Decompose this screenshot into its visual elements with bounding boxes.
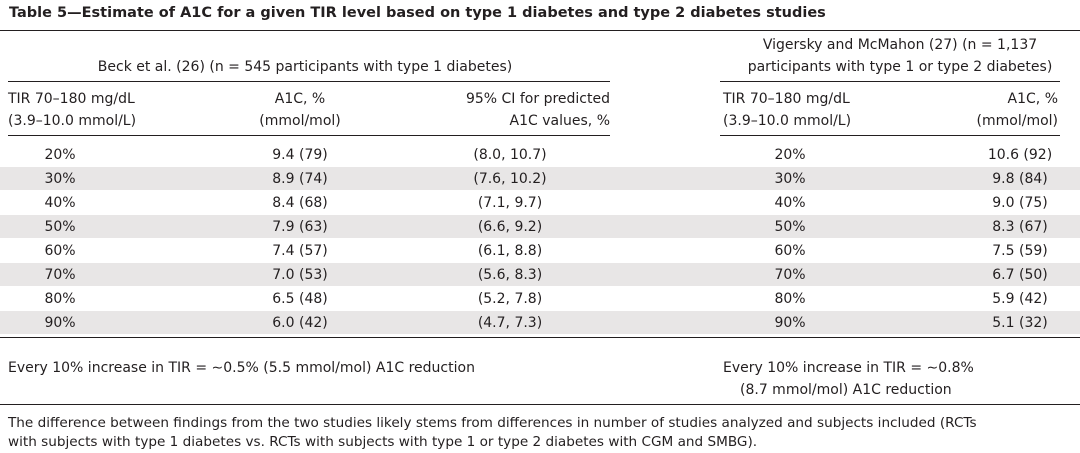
vigersky-tir: 20% (774, 147, 806, 163)
vigersky-a1c: 5.9 (42) (992, 291, 1048, 307)
beck-a1c: 7.0 (53) (272, 267, 328, 283)
vigersky-summary-line2: (8.7 mmol/mol) A1C reduction (740, 382, 952, 398)
row-band-50 (0, 215, 1080, 238)
vigersky-heading-line1: Vigersky and McMahon (27) (n = 1,137 (762, 37, 1038, 53)
beck-a1c: 6.0 (42) (272, 315, 328, 331)
beck-a1c: 6.5 (48) (272, 291, 328, 307)
beck-col-ci-line1: 95% CI for predicted (465, 91, 610, 107)
beck-col-ci-line2: A1C values, % (509, 113, 610, 129)
beck-a1c: 8.4 (68) (272, 195, 328, 211)
beck-ci: (7.6, 10.2) (473, 171, 547, 187)
footnote-line1: The difference between findings from the… (8, 415, 977, 431)
vigersky-summary-line1: Every 10% increase in TIR = ∼0.8% (723, 360, 974, 376)
vigersky-tir: 40% (774, 195, 806, 211)
vigersky-a1c: 9.0 (75) (992, 195, 1048, 211)
vigersky-col-a1c-line2: (mmol/mol) (976, 113, 1058, 129)
beck-a1c: 8.9 (74) (272, 171, 328, 187)
beck-ci: (6.6, 9.2) (477, 219, 543, 235)
vigersky-a1c: 8.3 (67) (992, 219, 1048, 235)
beck-col-tir-line1: TIR 70–180 mg/dL (8, 91, 135, 107)
beck-tir: 30% (44, 171, 76, 187)
beck-ci: (4.7, 7.3) (477, 315, 543, 331)
beck-a1c: 9.4 (79) (272, 147, 328, 163)
beck-tir: 60% (44, 243, 76, 259)
vigersky-tir: 70% (774, 267, 806, 283)
beck-a1c: 7.9 (63) (272, 219, 328, 235)
vigersky-col-tir-line1: TIR 70–180 mg/dL (723, 91, 850, 107)
beck-heading: Beck et al. (26) (n = 545 participants w… (97, 59, 513, 75)
beck-tir: 20% (44, 147, 76, 163)
vigersky-a1c: 5.1 (32) (992, 315, 1048, 331)
footnote-line2: with subjects with type 1 diabetes vs. R… (8, 434, 758, 450)
vigersky-col-a1c-line1: A1C, % (1007, 91, 1058, 107)
vigersky-heading-rule (720, 81, 1060, 82)
beck-col-a1c-line1: A1C, % (274, 91, 326, 107)
body-bottom-rule (0, 337, 1080, 338)
vigersky-a1c: 6.7 (50) (992, 267, 1048, 283)
beck-header-rule (8, 135, 610, 136)
vigersky-a1c: 9.8 (84) (992, 171, 1048, 187)
beck-a1c: 7.4 (57) (272, 243, 328, 259)
beck-summary: Every 10% increase in TIR = ∼0.5% (5.5 m… (8, 360, 475, 376)
row-band-90 (0, 311, 1080, 334)
footnote-rule (0, 404, 1080, 405)
beck-ci: (5.2, 7.8) (477, 291, 543, 307)
title-rule (0, 30, 1080, 31)
vigersky-tir: 90% (774, 315, 806, 331)
vigersky-a1c: 10.6 (92) (987, 147, 1053, 163)
vigersky-tir: 50% (774, 219, 806, 235)
beck-ci: (7.1, 9.7) (477, 195, 543, 211)
vigersky-tir: 30% (774, 171, 806, 187)
beck-tir: 80% (44, 291, 76, 307)
vigersky-tir: 80% (774, 291, 806, 307)
vigersky-heading-line2: participants with type 1 or type 2 diabe… (747, 59, 1053, 75)
row-band-70 (0, 263, 1080, 286)
beck-ci: (8.0, 10.7) (473, 147, 547, 163)
row-band-30 (0, 167, 1080, 190)
beck-tir: 50% (44, 219, 76, 235)
beck-col-a1c-line2: (mmol/mol) (259, 113, 341, 129)
vigersky-a1c: 7.5 (59) (992, 243, 1048, 259)
vigersky-col-tir-line2: (3.9–10.0 mmol/L) (723, 113, 852, 129)
vigersky-header-rule (720, 135, 1060, 136)
beck-ci: (5.6, 8.3) (477, 267, 543, 283)
table-title: Table 5—Estimate of A1C for a given TIR … (9, 5, 826, 21)
beck-ci: (6.1, 8.8) (477, 243, 543, 259)
beck-tir: 70% (44, 267, 76, 283)
beck-tir: 40% (44, 195, 76, 211)
beck-col-tir-line2: (3.9–10.0 mmol/L) (8, 113, 137, 129)
beck-tir: 90% (44, 315, 76, 331)
beck-heading-rule (8, 81, 610, 82)
vigersky-tir: 60% (774, 243, 806, 259)
